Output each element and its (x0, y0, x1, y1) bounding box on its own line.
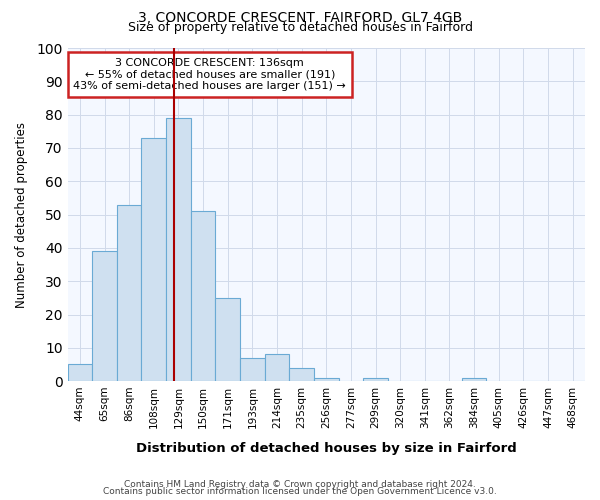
Bar (68, 364, 92, 381)
Text: 3 CONCORDE CRESCENT: 136sqm
← 55% of detached houses are smaller (191)
43% of se: 3 CONCORDE CRESCENT: 136sqm ← 55% of det… (73, 58, 346, 91)
Bar (462, 378, 487, 381)
Bar (314, 378, 338, 381)
Bar (215, 298, 240, 381)
Bar (191, 211, 215, 381)
Text: Size of property relative to detached houses in Fairford: Size of property relative to detached ho… (128, 22, 473, 35)
Bar (117, 204, 142, 381)
Bar (92, 251, 117, 381)
Bar (240, 358, 265, 381)
Y-axis label: Number of detached properties: Number of detached properties (15, 122, 28, 308)
Bar (265, 354, 289, 381)
Bar (142, 138, 166, 381)
Bar (166, 118, 191, 381)
Text: Contains HM Land Registry data © Crown copyright and database right 2024.: Contains HM Land Registry data © Crown c… (124, 480, 476, 489)
Bar (363, 378, 388, 381)
Text: Contains public sector information licensed under the Open Government Licence v3: Contains public sector information licen… (103, 487, 497, 496)
X-axis label: Distribution of detached houses by size in Fairford: Distribution of detached houses by size … (136, 442, 517, 455)
Bar (289, 368, 314, 381)
Text: 3, CONCORDE CRESCENT, FAIRFORD, GL7 4GB: 3, CONCORDE CRESCENT, FAIRFORD, GL7 4GB (138, 11, 462, 25)
